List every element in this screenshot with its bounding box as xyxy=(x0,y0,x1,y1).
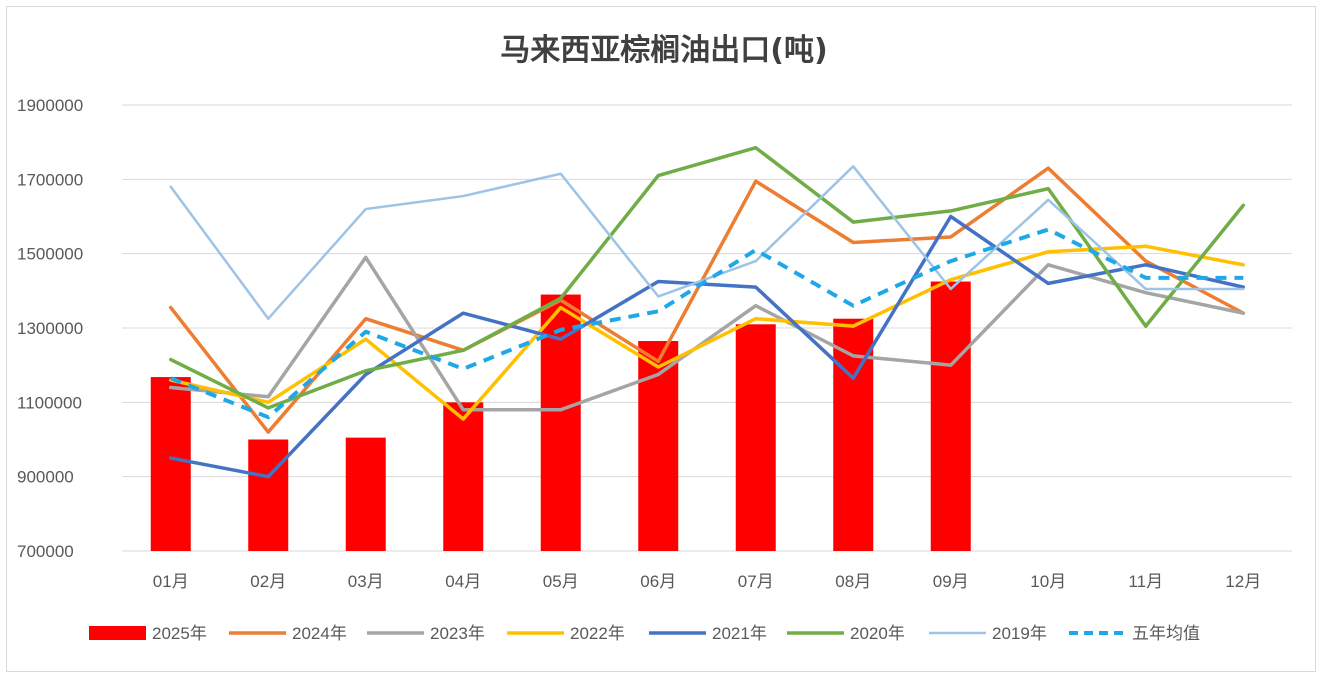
gridlines xyxy=(122,104,1292,552)
line-2023年 xyxy=(169,255,1245,412)
chart-svg: 马来西亚棕榈油出口(吨) 700000 900000 1100000 1300000 1… xyxy=(17,33,1292,643)
x-tick-label: 09月 xyxy=(933,572,969,591)
y-tick-label: 700000 xyxy=(17,542,74,561)
line-2024年 xyxy=(169,166,1245,434)
y-tick-label: 1700000 xyxy=(17,170,83,189)
y-tick-label: 1500000 xyxy=(17,245,83,264)
y-axis-ticks: 700000 900000 1100000 1300000 1500000 1700000… xyxy=(17,96,83,561)
legend-swatch-2025年 xyxy=(89,626,146,640)
x-tick-label: 07月 xyxy=(738,572,774,591)
x-axis-ticks: 01月 02月 03月 04月 05月 06月 07月 08月 09月 10月 11月 12月 xyxy=(153,572,1261,591)
line-2022年 xyxy=(169,244,1245,421)
chart-title: 马来西亚棕榈油出口(吨) xyxy=(500,33,827,68)
y-tick-label: 900000 xyxy=(17,468,74,487)
x-tick-label: 08月 xyxy=(835,572,871,591)
x-tick-label: 04月 xyxy=(445,572,481,591)
legend-label-2021年: 2021年 xyxy=(712,624,767,643)
x-tick-label: 06月 xyxy=(640,572,676,591)
bar-2025年 xyxy=(735,324,776,551)
legend-label-五年均值: 五年均值 xyxy=(1132,624,1200,643)
bar-2025年 xyxy=(248,439,289,551)
bar-series xyxy=(150,281,971,551)
x-tick-label: 11月 xyxy=(1128,572,1163,591)
bar-2025年 xyxy=(540,294,581,551)
bar-2025年 xyxy=(443,402,484,551)
bar-2025年 xyxy=(150,377,191,551)
chart-frame: 马来西亚棕榈油出口(吨) 700000 900000 1100000 1300000 1… xyxy=(6,6,1316,672)
line-series xyxy=(169,145,1245,479)
legend-label-2022年: 2022年 xyxy=(570,624,625,643)
legend-label-2019年: 2019年 xyxy=(992,624,1047,643)
legend-label-2025年: 2025年 xyxy=(152,624,207,643)
x-tick-label: 03月 xyxy=(348,572,384,591)
y-tick-label: 1300000 xyxy=(17,319,83,338)
legend-label-2023年: 2023年 xyxy=(430,624,485,643)
line-五年均值 xyxy=(170,227,1244,420)
x-tick-label: 10月 xyxy=(1030,572,1066,591)
bar-2025年 xyxy=(930,281,971,551)
legend: 2025年 2024年 2023年 2022年 2021年 2020年 2019年 五年均值 xyxy=(89,624,1200,643)
y-tick-label: 1900000 xyxy=(17,96,83,115)
x-tick-label: 05月 xyxy=(543,572,579,591)
y-tick-label: 1100000 xyxy=(17,393,82,412)
x-tick-label: 01月 xyxy=(153,572,189,591)
x-tick-label: 12月 xyxy=(1225,572,1261,591)
bar-2025年 xyxy=(345,437,386,551)
line-2021年 xyxy=(169,214,1245,479)
legend-label-2024年: 2024年 xyxy=(292,624,347,643)
line-2019年 xyxy=(169,165,1245,320)
line-2020年 xyxy=(169,145,1245,410)
x-tick-label: 02月 xyxy=(250,572,286,591)
legend-label-2020年: 2020年 xyxy=(850,624,905,643)
